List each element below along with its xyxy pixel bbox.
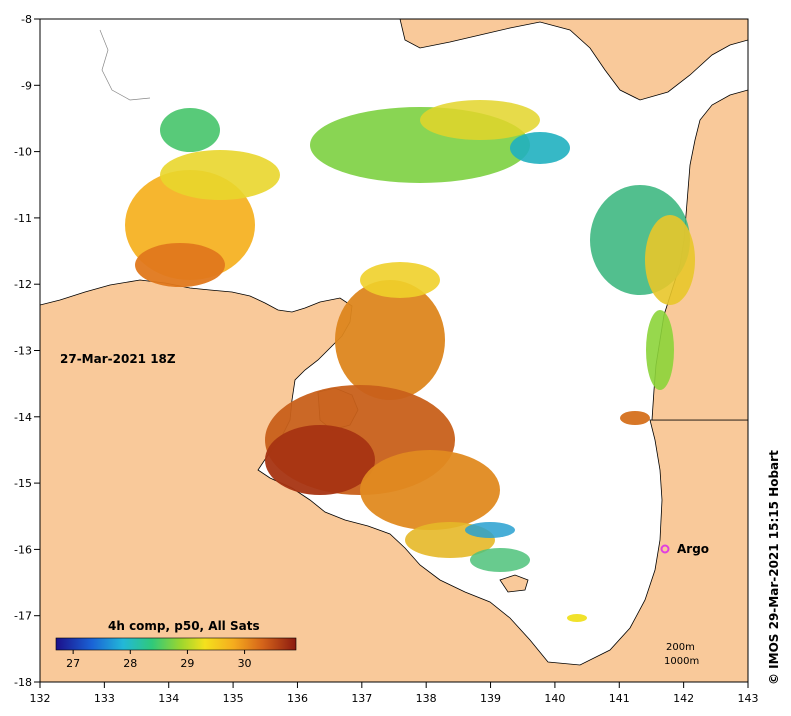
y-tick-label--10: -10 [14, 146, 32, 159]
argo-marker [660, 544, 670, 554]
colorbar-tick-label-27: 27 [66, 657, 80, 670]
y-tick-label--16: -16 [14, 543, 32, 556]
depth-label-1000m: 1000m [664, 656, 699, 667]
x-tick-label-137: 137 [351, 692, 372, 705]
y-tick-label--15: -15 [14, 477, 32, 490]
x-tick-label-135: 135 [223, 692, 244, 705]
colorbar-tick-label-29: 29 [180, 657, 194, 670]
x-tick-label-143: 143 [738, 692, 759, 705]
depth-legend: 200m 1000m [664, 642, 699, 667]
colorbar-gradient [55, 637, 297, 651]
x-tick-label-133: 133 [94, 692, 115, 705]
y-tick-label--17: -17 [14, 610, 32, 623]
sst-field [125, 100, 695, 622]
land-northern-territory [40, 279, 748, 682]
y-tick-label--18: -18 [14, 676, 32, 689]
colorbar-title: 4h comp, p50, All Sats [108, 619, 260, 633]
land-new-guinea [399, 19, 748, 101]
credit-text: © IMOS 29-Mar-2021 15:15 Hobart [767, 450, 781, 685]
y-tick-label--9: -9 [21, 79, 32, 92]
colorbar-tick-label-28: 28 [123, 657, 137, 670]
y-axis-ticks: -8 -9 -10 -11 -12 -13 -14 -15 -16 -17 -18 [14, 13, 40, 689]
colorbar-tick-label-30: 30 [238, 657, 252, 670]
x-tick-label-134: 134 [158, 692, 179, 705]
x-tick-label-139: 139 [480, 692, 501, 705]
argo-float: Argo [660, 542, 709, 556]
argo-label: Argo [677, 542, 709, 556]
y-tick-label--8: -8 [21, 13, 32, 26]
coastline-north [99, 29, 151, 101]
x-tick-label-136: 136 [287, 692, 308, 705]
y-tick-label--13: -13 [14, 345, 32, 358]
x-tick-label-132: 132 [30, 692, 51, 705]
x-tick-label-138: 138 [416, 692, 437, 705]
land-mornington [499, 574, 529, 593]
y-tick-label--11: -11 [14, 212, 32, 225]
y-tick-label--12: -12 [14, 278, 32, 291]
x-tick-label-142: 142 [673, 692, 694, 705]
x-axis-ticks: 132 133 134 135 136 137 138 139 140 141 142 143 [30, 682, 759, 705]
y-tick-label--14: -14 [14, 411, 32, 424]
colorbar: 4h comp, p50, All Sats 27 28 29 30 [55, 619, 297, 670]
map-timestamp: 27-Mar-2021 18Z [60, 352, 176, 366]
depth-label-200m: 200m [666, 642, 695, 653]
colorbar-ticks: 27 28 29 30 [66, 650, 252, 670]
x-tick-label-141: 141 [609, 692, 630, 705]
x-tick-label-140: 140 [544, 692, 565, 705]
